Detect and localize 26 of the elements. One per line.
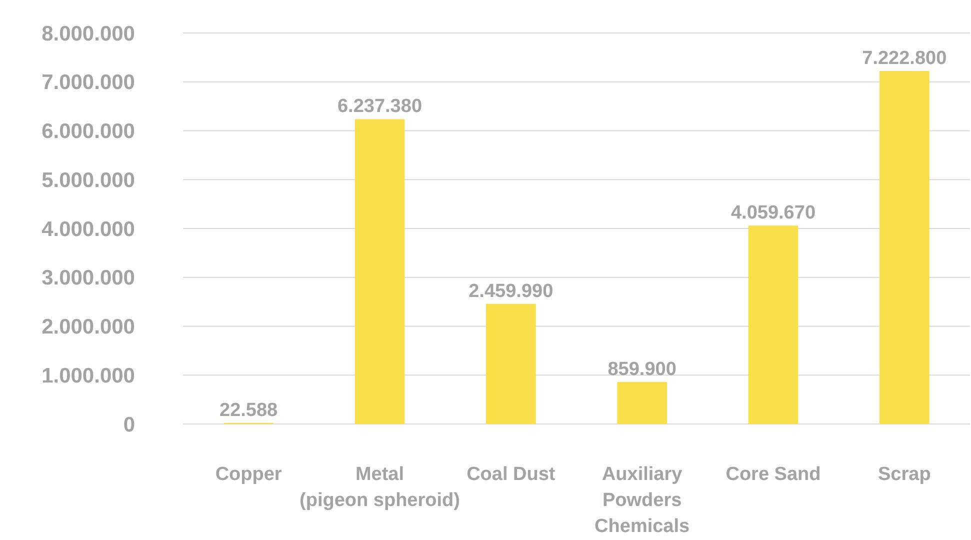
y-tick-label: 7.000.000	[42, 71, 135, 94]
x-tick-label: Scrap	[878, 464, 931, 485]
y-tick-label: 3.000.000	[42, 266, 135, 290]
y-tick-label: 5.000.000	[42, 168, 135, 192]
y-tick-label: 0	[123, 413, 135, 436]
y-tick-label: 8.000.000	[42, 22, 135, 46]
bar	[486, 304, 536, 424]
bar	[879, 70, 930, 424]
data-label: 6.237.380	[337, 96, 422, 118]
bar	[748, 226, 798, 424]
bar	[354, 119, 405, 424]
y-tick-label: 2.000.000	[42, 316, 135, 339]
x-tick-label: Coal Dust	[466, 464, 556, 485]
data-label: 22.588	[220, 400, 278, 421]
data-label: 7.222.800	[862, 48, 947, 69]
x-tick-label: Core Sand	[726, 464, 821, 485]
x-tick-label: Metal (pigeon spheroid)	[300, 464, 460, 511]
x-tick-label: Auxiliary Powders Chemicals	[594, 464, 690, 537]
data-label: 4.059.670	[730, 202, 816, 224]
y-tick-label: 6.000.000	[42, 120, 135, 144]
bar	[617, 382, 668, 424]
x-tick-label: Copper	[215, 464, 282, 485]
data-label: 2.459.990	[468, 280, 554, 302]
y-tick-label: 1.000.000	[42, 364, 135, 388]
y-tick-label: 4.000.000	[42, 218, 135, 241]
data-label: 859.900	[608, 358, 676, 380]
